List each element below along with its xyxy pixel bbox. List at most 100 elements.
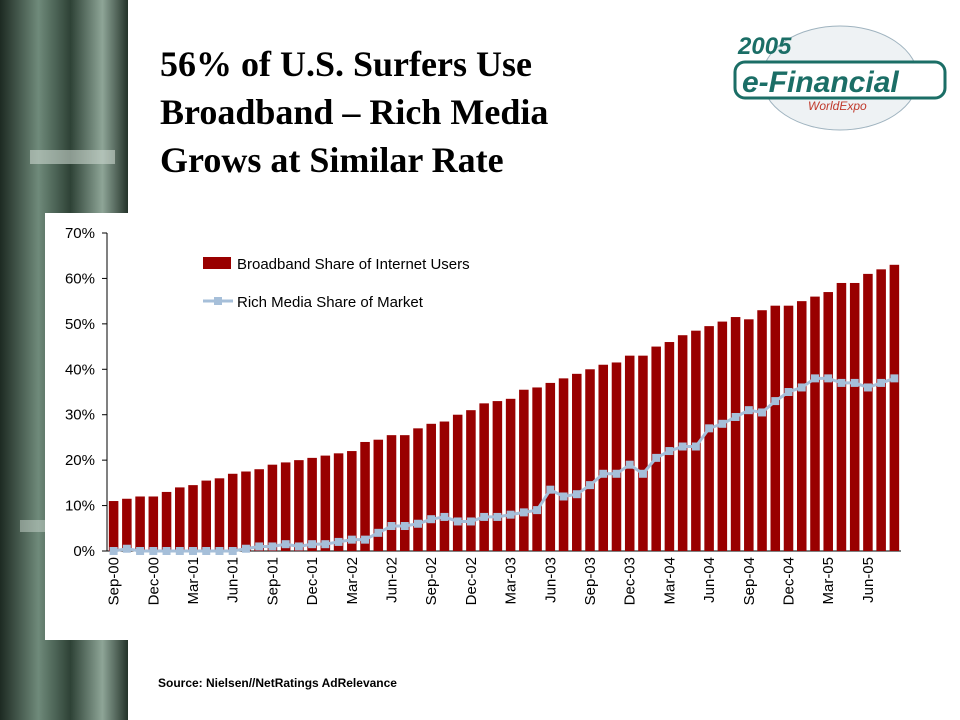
bar bbox=[413, 428, 423, 551]
title-line: Grows at Similar Rate bbox=[160, 140, 504, 180]
bar bbox=[823, 292, 833, 551]
logo-box bbox=[733, 60, 947, 100]
point bbox=[678, 442, 687, 451]
x-tick-label: Sep-02 bbox=[423, 557, 440, 605]
logo-sub: WorldExpo bbox=[808, 99, 867, 113]
point bbox=[638, 469, 647, 478]
point bbox=[890, 374, 899, 383]
bar bbox=[135, 496, 145, 551]
x-tick-label: Sep-04 bbox=[741, 557, 758, 605]
bar bbox=[373, 439, 384, 551]
bar bbox=[214, 478, 225, 551]
point bbox=[810, 374, 819, 383]
bar bbox=[161, 491, 172, 551]
point bbox=[241, 544, 250, 553]
x-tick-label: Jun-04 bbox=[701, 557, 718, 603]
bar bbox=[638, 355, 648, 551]
point bbox=[175, 547, 184, 555]
bar bbox=[717, 321, 728, 551]
point bbox=[109, 547, 118, 555]
bar bbox=[730, 317, 741, 551]
point bbox=[255, 542, 264, 551]
bar bbox=[545, 382, 556, 551]
bar bbox=[466, 410, 476, 551]
point bbox=[559, 492, 568, 501]
bar bbox=[267, 464, 278, 551]
chart: 0% 10% 20% 30% 40% 50% 60% 70% Sep-00 Dec-00 Mar-0… bbox=[65, 225, 901, 605]
point bbox=[308, 540, 317, 549]
bar bbox=[439, 421, 450, 551]
bar bbox=[598, 364, 609, 551]
y-tick-label: 0% bbox=[73, 543, 95, 560]
bar bbox=[757, 310, 767, 551]
bar bbox=[849, 282, 860, 551]
bar bbox=[175, 487, 185, 551]
bar bbox=[360, 441, 370, 551]
bar bbox=[307, 457, 317, 551]
point bbox=[824, 374, 833, 383]
bar bbox=[201, 480, 212, 551]
point bbox=[718, 419, 727, 428]
x-tick-label: Dec-01 bbox=[304, 557, 321, 605]
point bbox=[334, 537, 343, 546]
y-tick-label: 70% bbox=[65, 225, 95, 242]
legend-swatch bbox=[203, 257, 231, 269]
point bbox=[837, 378, 846, 387]
bar bbox=[399, 435, 410, 551]
point bbox=[850, 378, 859, 387]
bar bbox=[691, 330, 701, 551]
bar bbox=[704, 326, 714, 551]
bar bbox=[492, 401, 503, 551]
bar bbox=[810, 296, 820, 551]
bar bbox=[664, 342, 675, 551]
point bbox=[427, 515, 436, 524]
point bbox=[731, 412, 740, 421]
point bbox=[202, 547, 211, 555]
bar bbox=[108, 501, 119, 551]
bar bbox=[505, 398, 516, 551]
bar bbox=[280, 462, 291, 551]
bar bbox=[770, 305, 781, 551]
x-tick-label: Dec-02 bbox=[463, 557, 480, 605]
bar bbox=[479, 403, 489, 551]
bar bbox=[876, 269, 886, 551]
bar bbox=[783, 305, 794, 551]
point bbox=[453, 517, 462, 526]
bar bbox=[148, 496, 159, 551]
bar bbox=[333, 453, 344, 551]
point bbox=[215, 547, 224, 555]
point bbox=[519, 508, 528, 517]
bar bbox=[624, 355, 635, 551]
x-tick-label: Sep-01 bbox=[264, 557, 281, 605]
bar bbox=[122, 498, 132, 551]
point bbox=[533, 506, 542, 515]
bar bbox=[796, 301, 807, 551]
y-tick-label: 10% bbox=[65, 498, 95, 515]
point bbox=[149, 547, 158, 555]
y-tick-label: 40% bbox=[65, 361, 95, 378]
y-tick-label: 50% bbox=[65, 316, 95, 333]
bar bbox=[572, 373, 582, 551]
title-line: 56% of U.S. Surfers Use bbox=[160, 44, 532, 84]
point bbox=[440, 512, 449, 521]
point bbox=[374, 528, 383, 537]
point bbox=[599, 469, 608, 478]
point bbox=[189, 547, 198, 555]
point bbox=[744, 406, 753, 415]
point bbox=[281, 540, 290, 549]
point bbox=[797, 383, 806, 392]
point bbox=[162, 547, 171, 555]
point bbox=[612, 469, 621, 478]
logo-year: 2005 bbox=[737, 33, 792, 60]
point bbox=[877, 378, 886, 387]
point bbox=[771, 397, 780, 406]
bar bbox=[532, 387, 542, 551]
bar bbox=[347, 451, 357, 551]
bar bbox=[651, 346, 661, 551]
bar bbox=[227, 473, 238, 551]
point bbox=[387, 522, 396, 531]
x-tick-label: Dec-00 bbox=[145, 557, 162, 605]
point bbox=[294, 542, 303, 551]
source: Source: Nielsen//NetRatings AdRelevance bbox=[158, 676, 397, 690]
